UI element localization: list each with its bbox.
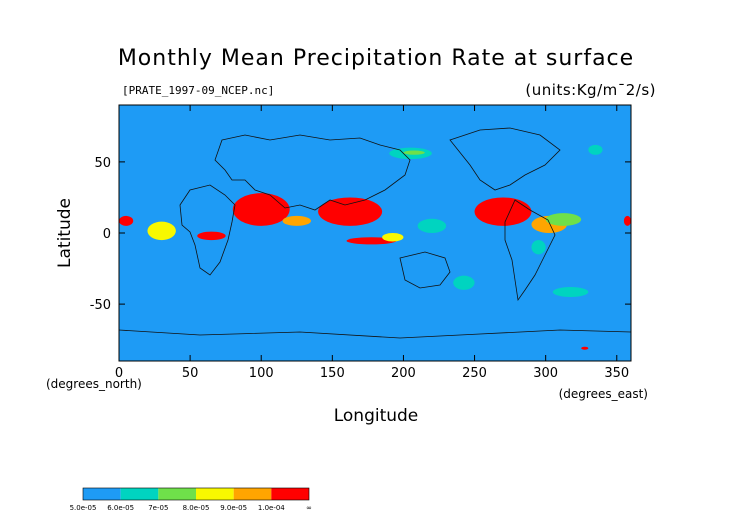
precip-region-20 <box>581 346 589 350</box>
y-tick-label: -50 <box>90 298 111 313</box>
y-tick-label: 0 <box>103 227 111 242</box>
colorbar-swatch <box>158 488 196 500</box>
file-label: [PRATE_1997-09_NCEP.nc] <box>122 84 275 97</box>
x-tick-label: 350 <box>604 366 629 381</box>
colorbar-label: 9.0e-05 <box>220 504 247 512</box>
x-tick-label: 300 <box>533 366 558 381</box>
precip-region-14 <box>453 275 475 290</box>
colorbar-frame <box>82 487 310 501</box>
precip-region-18 <box>588 144 603 155</box>
precip-region-15 <box>552 287 589 297</box>
colorbar-label: 1.0e-04 <box>258 504 285 512</box>
precip-region-17 <box>403 150 425 155</box>
colorbar-swatch <box>120 488 159 500</box>
x-tick-label: 0 <box>115 366 123 381</box>
x-axis-title: Longitude <box>334 406 419 426</box>
x-tick-label: 50 <box>182 366 199 381</box>
chart-title: Monthly Mean Precipitation Rate at surfa… <box>117 46 635 71</box>
colorbar-swatch <box>196 488 234 500</box>
precip-region-5 <box>623 215 631 226</box>
units-label: (units:Kg/m¯2/s) <box>525 81 656 99</box>
precip-region-2 <box>474 197 532 226</box>
x-tick-label: 150 <box>320 366 345 381</box>
y-tick-label: 50 <box>94 156 111 171</box>
colorbar: 5.0e-05 6.0e-05 7e-05 8.0e-05 9.0e-05 1.0e-04… <box>70 487 312 512</box>
x-unit-label: (degrees_east) <box>559 387 648 401</box>
precip-region-13 <box>417 218 447 233</box>
colorbar-label: ∞ <box>306 504 312 512</box>
x-axis-ticks: 0 50 100 150 200 250 300 350 <box>115 105 629 381</box>
x-tick-label: 200 <box>391 366 416 381</box>
colorbar-swatch <box>271 488 309 500</box>
y-axis-title: Latitude <box>55 198 75 268</box>
precip-region-0 <box>232 193 290 226</box>
colorbar-label: 6.0e-05 <box>107 504 134 512</box>
colorbar-label: 7e-05 <box>148 504 168 512</box>
colorbar-label: 8.0e-05 <box>183 504 210 512</box>
precip-region-8 <box>282 215 311 226</box>
precip-region-10 <box>382 233 404 242</box>
precip-region-4 <box>197 231 226 241</box>
colorbar-label: 5.0e-05 <box>70 504 97 512</box>
x-tick-label: 100 <box>249 366 274 381</box>
x-tick-label: 250 <box>462 366 487 381</box>
precip-region-11 <box>147 221 176 241</box>
precip-region-12 <box>545 213 582 226</box>
colorbar-swatch <box>83 488 121 500</box>
precip-regions <box>119 144 631 350</box>
y-unit-label: (degrees_north) <box>46 377 142 391</box>
precip-region-1 <box>318 197 383 226</box>
precip-region-6 <box>119 215 134 226</box>
coastlines <box>119 127 631 339</box>
colorbar-swatch <box>233 488 272 500</box>
y-axis-ticks: -50 0 50 <box>90 156 631 313</box>
precip-region-19 <box>531 240 546 255</box>
